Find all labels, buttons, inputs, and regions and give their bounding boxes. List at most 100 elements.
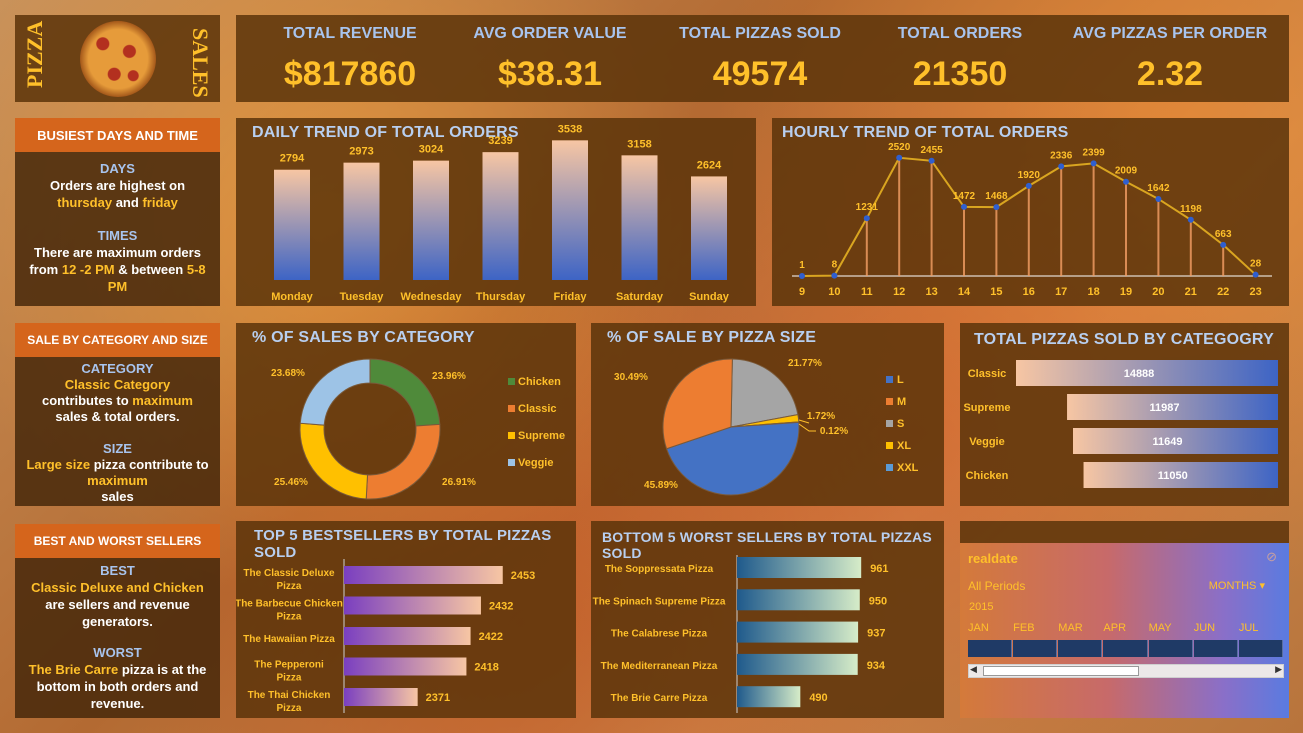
kpi-value-revenue: $817860: [283, 55, 417, 93]
kpi-label-orders: TOTAL ORDERS: [897, 25, 1023, 42]
category-bar: [1067, 394, 1278, 420]
hourly-tick-label: 16: [1023, 286, 1035, 298]
timeline-months: JAN FEB MAR APR MAY JUN JUL: [968, 622, 1284, 636]
top5-tick-label: The Barbecue Chicken Pizza: [236, 599, 343, 623]
timeline-slicer[interactable]: realdate ⊘ All Periods MONTHS ▾ 2015 JAN…: [960, 543, 1289, 718]
size-slice: [665, 421, 800, 496]
daily-data-label: 3538: [558, 123, 582, 135]
category-bar-value: 11987: [1150, 402, 1180, 414]
kpi-label-revenue: TOTAL REVENUE: [283, 25, 417, 42]
hourly-point: [1252, 271, 1259, 278]
hourly-data-label: 2336: [1050, 150, 1073, 161]
top5-tick-label: The Thai Chicken Pizza: [248, 690, 331, 714]
category-tick-label: Classic: [968, 368, 1007, 380]
bottom5-bar: [737, 653, 858, 675]
timeline-month-cell[interactable]: [1148, 640, 1193, 657]
size-pie-panel: % OF SALE BY PIZZA SIZE 45.89% L 30.49% M 21…: [591, 323, 944, 506]
legend-label: S: [897, 418, 904, 430]
hourly-point: [993, 204, 1000, 211]
hourly-point: [928, 157, 935, 164]
timeline-month-label: JUL: [1238, 622, 1259, 634]
daily-bar: [343, 162, 380, 280]
timeline-month-cell[interactable]: [968, 640, 1013, 657]
legend-label: Veggie: [518, 457, 553, 469]
hourly-tick-label: 23: [1249, 286, 1261, 298]
category-bar-title: TOTAL PIZZAS SOLD BY CATEGOGRY: [974, 331, 1274, 348]
hourly-tick-label: 19: [1120, 286, 1132, 298]
scroll-right-icon[interactable]: ▶: [1275, 664, 1282, 674]
timeline-month-label: JUN: [1193, 622, 1216, 634]
hourly-point: [1155, 195, 1162, 202]
legend-label: Supreme: [518, 430, 565, 442]
daily-data-label: 2624: [697, 159, 722, 171]
busiest-times-text: There are maximum orders from 12 -2 PM &…: [29, 245, 206, 294]
hourly-point: [1025, 182, 1032, 189]
worst-title: WORST: [93, 645, 142, 660]
scroll-left-icon[interactable]: ◀: [970, 664, 977, 674]
top5-bar-value: 2371: [426, 692, 450, 704]
category-slice: [299, 358, 371, 426]
timeline-field-label: realdate: [968, 551, 1018, 566]
hourly-tick-label: 18: [1087, 286, 1099, 298]
top5-bar-chart: 2453 The Classic Deluxe Pizza 2432 The Barbe…: [236, 559, 535, 714]
legend-swatch: [886, 464, 893, 471]
bottom5-bar-chart: 961 The Soppressata Pizza 950 The Spinach S…: [593, 555, 889, 713]
category-bar: [1083, 462, 1278, 488]
timeline-year-label: 2015: [969, 601, 994, 613]
scrollbar-thumb[interactable]: [983, 666, 1139, 676]
legend-swatch: [886, 420, 893, 427]
hourly-data-label: 28: [1250, 259, 1262, 270]
hourly-data-label: 2520: [888, 142, 911, 153]
daily-bar: [552, 140, 588, 280]
daily-data-label: 3239: [488, 135, 512, 147]
clear-filter-icon[interactable]: ⊘: [1266, 549, 1277, 564]
size-data-label: 21.77%: [788, 358, 822, 369]
daily-tick-label: Saturday: [616, 291, 664, 303]
kpi-label-pizzas-sold: TOTAL PIZZAS SOLD: [679, 25, 841, 42]
top5-bar-value: 2453: [511, 570, 535, 582]
timeline-month-cell[interactable]: [1238, 640, 1283, 657]
hourly-data-label: 1198: [1180, 204, 1202, 215]
top5-title: TOP 5 BESTSELLERS BY TOTAL PIZZAS SOLD: [254, 527, 552, 561]
category-data-label: 25.46%: [274, 477, 308, 488]
top5-bar-value: 2432: [489, 601, 513, 613]
size-pie-chart: 45.89% L 30.49% M 21.77% S 1.72% XL 0.12% XXL: [614, 358, 919, 496]
logo-panel: PIZZA SALES: [15, 15, 220, 102]
timeline-month-cell[interactable]: [1193, 640, 1238, 657]
daily-tick-label: Thursday: [476, 291, 526, 303]
legend-label: XXL: [897, 462, 919, 474]
hourly-tick-label: 20: [1152, 286, 1164, 298]
timeline-month-cell[interactable]: [1103, 640, 1148, 657]
hourly-tick-label: 21: [1185, 286, 1197, 298]
category-donut-chart: 23.96% Chicken 26.91% Classic 25.46% Supreme 2…: [271, 358, 565, 500]
category-pie-title: % OF SALES BY CATEGORY: [252, 329, 475, 346]
size-data-label: 1.72%: [807, 411, 835, 422]
daily-bar: [482, 152, 519, 280]
hourly-tick-label: 9: [799, 286, 805, 298]
busiest-days-title: DAYS: [100, 161, 135, 176]
leader-line: [798, 423, 816, 432]
timeline-scrollbar[interactable]: ◀ ▶: [968, 664, 1284, 678]
hourly-point: [831, 272, 838, 279]
timeline-month-cell[interactable]: [1013, 640, 1058, 657]
daily-tick-label: Friday: [553, 291, 587, 303]
category-bar-value: 11050: [1158, 470, 1188, 482]
bestworst-body: BEST Classic Deluxe and Chicken are sell…: [15, 558, 220, 718]
daily-trend-chart: 2794 Monday 2973 Tuesday 3024 Wednesday 3239 Th…: [271, 123, 730, 303]
top5-bar: [344, 688, 418, 706]
timeline-month-cell[interactable]: [1058, 640, 1103, 657]
bottom5-tick-label: The Soppressata Pizza: [605, 564, 714, 575]
timeline-unit-dropdown[interactable]: MONTHS ▾: [1208, 580, 1265, 592]
daily-trend-panel: DAILY TREND OF TOTAL ORDERS 2794 Monday 29…: [236, 118, 756, 306]
legend-label: Chicken: [518, 376, 561, 388]
hourly-trend-title: HOURLY TREND OF TOTAL ORDERS: [782, 124, 1069, 141]
timeline-month-label: FEB: [1013, 622, 1035, 634]
hourly-tick-label: 17: [1055, 286, 1067, 298]
legend-swatch: [886, 398, 893, 405]
legend-label: L: [897, 374, 904, 386]
legend-swatch: [508, 432, 515, 439]
top5-bar: [344, 566, 503, 584]
legend-swatch: [886, 442, 893, 449]
hourly-data-label: 1: [799, 260, 805, 271]
legend-swatch: [508, 405, 515, 412]
